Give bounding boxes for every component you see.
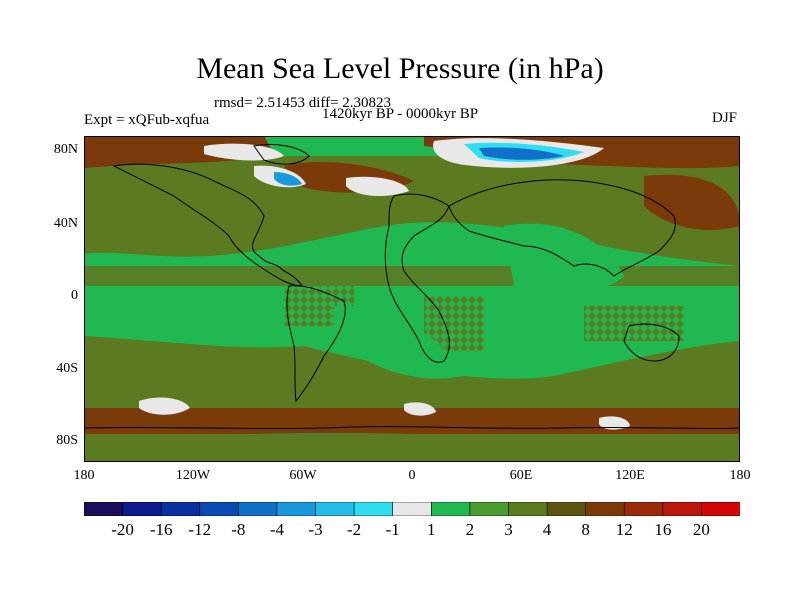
brown-south-strip [84,434,740,462]
coast-south-america [286,285,346,403]
coastlines [84,143,740,430]
white-south-indian [599,416,630,430]
colorbar-label: -1 [385,520,400,539]
colorbar [84,502,740,516]
lon-label-180e: 180 [729,468,751,483]
brown-north-pacific [644,174,740,230]
colorbar-label: -8 [231,520,246,539]
plot-title: Mean Sea Level Pressure (in hPa) [196,52,604,85]
colorbar-label: -3 [308,520,323,539]
hatch-pacific-west [584,306,684,341]
colorbar-swatch [238,502,278,516]
colorbar-swatch [199,502,240,516]
colorbar-swatch [315,502,355,516]
brown-antarctic-left [84,408,740,436]
lat-label-40n: 40N [53,216,78,231]
colorbar-label: 2 [465,520,475,539]
colorbar-label: -16 [149,520,173,539]
colorbar-label: 1 [427,520,436,539]
low-canada-cyan [274,172,302,186]
coast-australia [623,323,680,362]
stats-text: rmsd= 2.51453 diff= 2.30823 [214,95,392,111]
lon-label-120w: 120W [175,468,211,483]
lat-label-80s: 80S [56,433,78,448]
white-south-pacific [139,397,190,415]
lon-label-180w: 180 [73,468,95,483]
colorbar-label: -12 [188,520,212,539]
lon-label-0: 0 [408,468,416,483]
colorbar-label: -2 [347,520,362,539]
colorbar-swatch [546,502,587,516]
coast-europe-africa [384,193,450,363]
colorbar-swatch [623,502,664,516]
lat-label-40s: 40S [56,361,78,376]
lon-label-60e: 60E [509,468,533,483]
colorbar-swatch [392,502,433,516]
season-label: DJF [712,110,738,126]
low-siberia-blue [479,147,564,160]
green-indian-ocean [504,223,624,293]
pressure-anomaly-map [84,136,740,462]
colorbar-swatch [122,502,162,516]
colorbar-swatch [430,502,471,516]
coast-north-america [112,163,303,287]
low-atlantic-white [346,176,409,197]
coast-greenland [253,143,310,165]
colorbar-swatch [84,502,124,516]
colorbar-label: 4 [542,520,552,539]
band-tropical-olive [84,266,740,286]
coast-antarctica [84,426,740,430]
colorbar-swatch [585,502,626,516]
experiment-label: Expt = xQFub-xqfua [84,112,210,128]
colorbar-label: 3 [504,520,513,539]
lat-label-0: 0 [71,288,78,303]
colorbar-swatch [276,502,317,516]
colorbar-swatch [701,502,740,516]
colorbar-label: 12 [615,520,633,539]
lon-label-120e: 120E [615,468,645,483]
colorbar-swatch [353,502,394,516]
colorbar-swatch [160,502,201,516]
colorbar-label: -4 [269,520,285,539]
white-south-atlantic [404,402,436,416]
period-subtitle: 1420kyr BP - 0000kyr BP [322,106,479,122]
colorbar-label: 16 [654,520,672,539]
colorbar-label: 8 [581,520,590,539]
colorbar-label: 20 [692,520,710,539]
lat-label-80n: 80N [53,142,78,157]
colorbar-label: -20 [111,520,134,539]
low-greenland-white [204,143,284,161]
colorbar-swatch [508,502,548,516]
lon-label-60w: 60W [289,468,317,483]
colorbar-swatch [662,502,703,516]
colorbar-swatch [469,502,510,516]
map-frame [84,136,740,462]
coast-asia [448,179,676,277]
